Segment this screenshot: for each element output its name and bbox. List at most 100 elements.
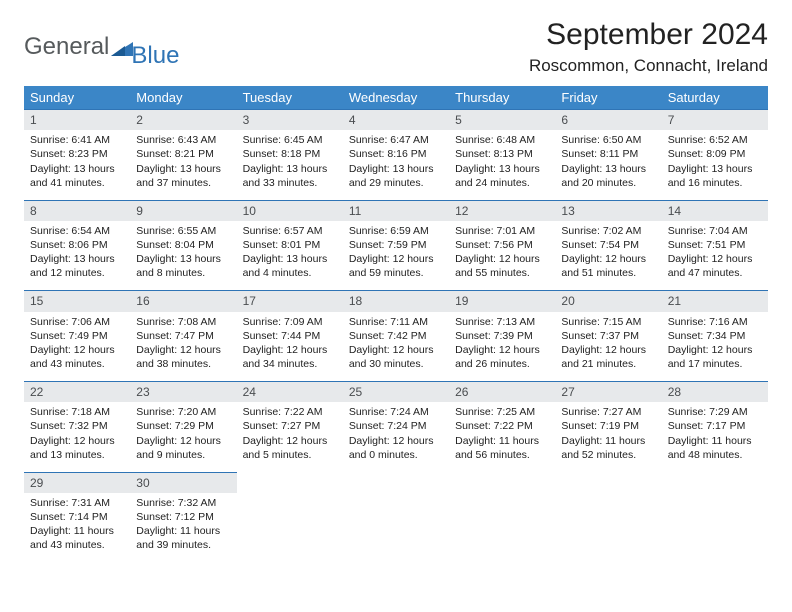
day-cell: Sunrise: 7:02 AMSunset: 7:54 PMDaylight:…: [555, 221, 661, 291]
sunrise-text: Sunrise: 6:59 AM: [349, 224, 443, 238]
sunset-text: Sunset: 7:39 PM: [455, 329, 549, 343]
daylight-text: Daylight: 12 hours and 0 minutes.: [349, 434, 443, 462]
sunset-text: Sunset: 8:13 PM: [455, 147, 549, 161]
daylight-text: Daylight: 13 hours and 24 minutes.: [455, 162, 549, 190]
daylight-text: Daylight: 11 hours and 48 minutes.: [668, 434, 762, 462]
sunset-text: Sunset: 7:12 PM: [136, 510, 230, 524]
sunset-text: Sunset: 7:27 PM: [243, 419, 337, 433]
day-number: 18: [343, 291, 449, 312]
sunrise-text: Sunrise: 7:08 AM: [136, 315, 230, 329]
sunrise-text: Sunrise: 7:04 AM: [668, 224, 762, 238]
weekday-header-row: SundayMondayTuesdayWednesdayThursdayFrid…: [24, 86, 768, 110]
sunset-text: Sunset: 8:04 PM: [136, 238, 230, 252]
day-cell: Sunrise: 6:41 AMSunset: 8:23 PMDaylight:…: [24, 130, 130, 200]
sunrise-text: Sunrise: 7:01 AM: [455, 224, 549, 238]
day-number: 5: [449, 110, 555, 131]
day-cell: Sunrise: 7:27 AMSunset: 7:19 PMDaylight:…: [555, 402, 661, 472]
daylight-text: Daylight: 12 hours and 43 minutes.: [30, 343, 124, 371]
weekday-header: Sunday: [24, 86, 130, 110]
day-number: 25: [343, 382, 449, 403]
sunrise-text: Sunrise: 6:52 AM: [668, 133, 762, 147]
daylight-text: Daylight: 12 hours and 34 minutes.: [243, 343, 337, 371]
sunrise-text: Sunrise: 7:16 AM: [668, 315, 762, 329]
daylight-text: Daylight: 12 hours and 17 minutes.: [668, 343, 762, 371]
day-number: 4: [343, 110, 449, 131]
sunrise-text: Sunrise: 7:31 AM: [30, 496, 124, 510]
sunset-text: Sunset: 7:54 PM: [561, 238, 655, 252]
day-content-row: Sunrise: 7:18 AMSunset: 7:32 PMDaylight:…: [24, 402, 768, 472]
day-cell: Sunrise: 6:59 AMSunset: 7:59 PMDaylight:…: [343, 221, 449, 291]
day-number: 3: [237, 110, 343, 131]
sunrise-text: Sunrise: 7:18 AM: [30, 405, 124, 419]
weekday-header: Monday: [130, 86, 236, 110]
day-cell: Sunrise: 7:11 AMSunset: 7:42 PMDaylight:…: [343, 312, 449, 382]
day-number: 24: [237, 382, 343, 403]
day-cell: Sunrise: 6:50 AMSunset: 8:11 PMDaylight:…: [555, 130, 661, 200]
day-cell: Sunrise: 6:55 AMSunset: 8:04 PMDaylight:…: [130, 221, 236, 291]
daylight-text: Daylight: 11 hours and 39 minutes.: [136, 524, 230, 552]
sunset-text: Sunset: 7:17 PM: [668, 419, 762, 433]
sunrise-text: Sunrise: 6:57 AM: [243, 224, 337, 238]
day-number: 10: [237, 200, 343, 221]
sunrise-text: Sunrise: 7:22 AM: [243, 405, 337, 419]
sunset-text: Sunset: 7:37 PM: [561, 329, 655, 343]
day-cell: Sunrise: 6:52 AMSunset: 8:09 PMDaylight:…: [662, 130, 768, 200]
day-number: 8: [24, 200, 130, 221]
daylight-text: Daylight: 13 hours and 41 minutes.: [30, 162, 124, 190]
day-content-row: Sunrise: 7:31 AMSunset: 7:14 PM Daylight:…: [24, 493, 768, 563]
day-number: 22: [24, 382, 130, 403]
sunrise-text: Sunrise: 7:32 AM: [136, 496, 230, 510]
day-cell: Sunrise: 7:04 AMSunset: 7:51 PMDaylight:…: [662, 221, 768, 291]
day-number: 1: [24, 110, 130, 131]
sunrise-text: Sunrise: 7:06 AM: [30, 315, 124, 329]
daylight-text: Daylight: 12 hours and 59 minutes.: [349, 252, 443, 280]
day-cell: [662, 493, 768, 563]
day-content-row: Sunrise: 7:06 AMSunset: 7:49 PMDaylight:…: [24, 312, 768, 382]
day-cell: Sunrise: 6:57 AMSunset: 8:01 PMDaylight:…: [237, 221, 343, 291]
sunset-text: Sunset: 7:14 PM: [30, 510, 124, 524]
daylight-text: Daylight: 11 hours and 52 minutes.: [561, 434, 655, 462]
sunrise-text: Sunrise: 6:50 AM: [561, 133, 655, 147]
daylight-text: Daylight: 12 hours and 9 minutes.: [136, 434, 230, 462]
daylight-text: Daylight: 12 hours and 55 minutes.: [455, 252, 549, 280]
day-cell: Sunrise: 7:18 AMSunset: 7:32 PMDaylight:…: [24, 402, 130, 472]
daylight-text: Daylight: 11 hours and 56 minutes.: [455, 434, 549, 462]
daylight-text: Daylight: 12 hours and 38 minutes.: [136, 343, 230, 371]
day-number: 7: [662, 110, 768, 131]
daylight-text: Daylight: 12 hours and 30 minutes.: [349, 343, 443, 371]
weekday-header: Thursday: [449, 86, 555, 110]
day-number: [449, 472, 555, 493]
sunrise-text: Sunrise: 7:13 AM: [455, 315, 549, 329]
daylight-text: Daylight: 12 hours and 26 minutes.: [455, 343, 549, 371]
sunset-text: Sunset: 8:01 PM: [243, 238, 337, 252]
day-cell: Sunrise: 7:13 AMSunset: 7:39 PMDaylight:…: [449, 312, 555, 382]
day-cell: Sunrise: 7:24 AMSunset: 7:24 PMDaylight:…: [343, 402, 449, 472]
daylight-text: Daylight: 13 hours and 8 minutes.: [136, 252, 230, 280]
daylight-text: Daylight: 13 hours and 16 minutes.: [668, 162, 762, 190]
sunset-text: Sunset: 7:59 PM: [349, 238, 443, 252]
day-number-row: 1234567: [24, 110, 768, 131]
month-title: September 2024: [529, 18, 768, 52]
day-content-row: Sunrise: 6:54 AMSunset: 8:06 PMDaylight:…: [24, 221, 768, 291]
day-cell: [555, 493, 661, 563]
day-number: [555, 472, 661, 493]
day-cell: Sunrise: 7:06 AMSunset: 7:49 PMDaylight:…: [24, 312, 130, 382]
day-cell: Sunrise: 7:29 AMSunset: 7:17 PMDaylight:…: [662, 402, 768, 472]
sunset-text: Sunset: 8:11 PM: [561, 147, 655, 161]
sunset-text: Sunset: 7:29 PM: [136, 419, 230, 433]
sunset-text: Sunset: 7:56 PM: [455, 238, 549, 252]
sunrise-text: Sunrise: 7:29 AM: [668, 405, 762, 419]
daylight-text: Daylight: 13 hours and 37 minutes.: [136, 162, 230, 190]
sunrise-text: Sunrise: 7:24 AM: [349, 405, 443, 419]
day-number-row: 2930: [24, 472, 768, 493]
daylight-text: Daylight: 12 hours and 51 minutes.: [561, 252, 655, 280]
sunrise-text: Sunrise: 6:41 AM: [30, 133, 124, 147]
location-text: Roscommon, Connacht, Ireland: [529, 56, 768, 76]
day-cell: [449, 493, 555, 563]
day-number: 14: [662, 200, 768, 221]
sunset-text: Sunset: 8:18 PM: [243, 147, 337, 161]
sunrise-text: Sunrise: 7:25 AM: [455, 405, 549, 419]
header: General Blue September 2024 Roscommon, C…: [24, 18, 768, 76]
day-cell: Sunrise: 6:54 AMSunset: 8:06 PMDaylight:…: [24, 221, 130, 291]
day-number: 29: [24, 472, 130, 493]
